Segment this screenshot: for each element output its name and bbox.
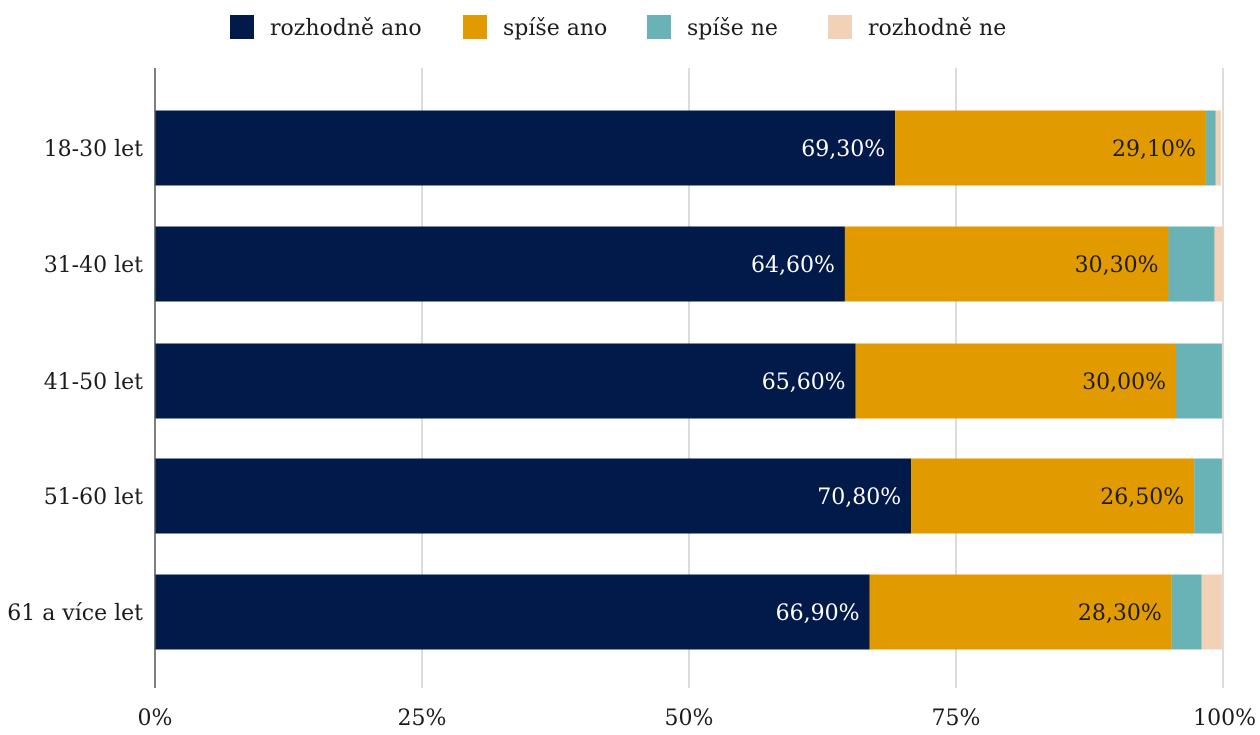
x-tick-label: 25%: [398, 706, 447, 731]
bar-segment-spise-ano: [895, 110, 1206, 186]
bar-segment-rozhodne-ano: [155, 110, 896, 186]
x-tick-label: 75%: [932, 706, 981, 731]
data-label: 65,60%: [762, 370, 846, 395]
data-label: 26,50%: [1100, 485, 1184, 510]
category-label: 18-30 let: [44, 137, 143, 162]
category-label: 31-40 let: [44, 253, 143, 278]
bar-segment-spise-ano: [844, 226, 1169, 302]
legend-swatch: [230, 15, 254, 39]
bar-segment-rozhodne-ne: [1221, 343, 1223, 419]
bars: 69,30% 29,10% 64,60% 30,30% 65,60% 30,00% 70,8…: [155, 110, 1223, 650]
legend-label: spíše ne: [687, 16, 778, 41]
bar-segment-rozhodne-ne: [1221, 458, 1223, 534]
bar-segment-rozhodne-ano: [155, 458, 912, 534]
axes: 18-30 let 31-40 let 41-50 let 51-60 let 61 a…: [7, 68, 1256, 731]
bar-segment-rozhodne-ano: [155, 226, 845, 302]
x-tick-label: 50%: [665, 706, 714, 731]
bar-segment-rozhodne-ne: [1201, 574, 1222, 650]
data-label: 64,60%: [751, 253, 835, 278]
data-label: 69,30%: [801, 137, 885, 162]
data-label: 30,00%: [1082, 370, 1166, 395]
bar-segment-rozhodne-ne: [1215, 110, 1221, 186]
data-label: 29,10%: [1112, 137, 1196, 162]
bar-segment-spise-ano: [855, 343, 1177, 419]
data-label: 70,80%: [817, 485, 901, 510]
legend-swatch: [463, 15, 487, 39]
category-label: 41-50 let: [44, 370, 143, 395]
bar-segment-rozhodne-ne: [1214, 226, 1223, 302]
bar-segment-spise-ne: [1168, 226, 1215, 302]
x-tick-label: 0%: [138, 706, 173, 731]
bar-segment-spise-ne: [1176, 343, 1222, 419]
data-label: 30,30%: [1075, 253, 1159, 278]
legend-swatch: [647, 15, 671, 39]
bar-segment-rozhodne-ano: [155, 574, 870, 650]
data-label: 28,30%: [1078, 601, 1162, 626]
x-tick-label: 100%: [1193, 706, 1256, 731]
category-label: 51-60 let: [44, 485, 143, 510]
legend-label: rozhodně ano: [270, 16, 422, 41]
legend-label: spíše ano: [503, 16, 607, 41]
bar-segment-spise-ne: [1171, 574, 1202, 650]
bar-segment-spise-ano: [911, 458, 1195, 534]
legend-swatch: [828, 15, 852, 39]
bar-segment-rozhodne-ano: [155, 343, 856, 419]
bar-segment-spise-ne: [1205, 110, 1216, 186]
bar-segment-spise-ne: [1194, 458, 1222, 534]
data-label: 66,90%: [776, 601, 860, 626]
bar-segment-spise-ano: [869, 574, 1172, 650]
legend-label: rozhodně ne: [868, 16, 1006, 41]
legend: rozhodně ano spíše ano spíše ne rozhodně ne: [230, 15, 1006, 41]
category-label: 61 a více let: [7, 601, 143, 626]
